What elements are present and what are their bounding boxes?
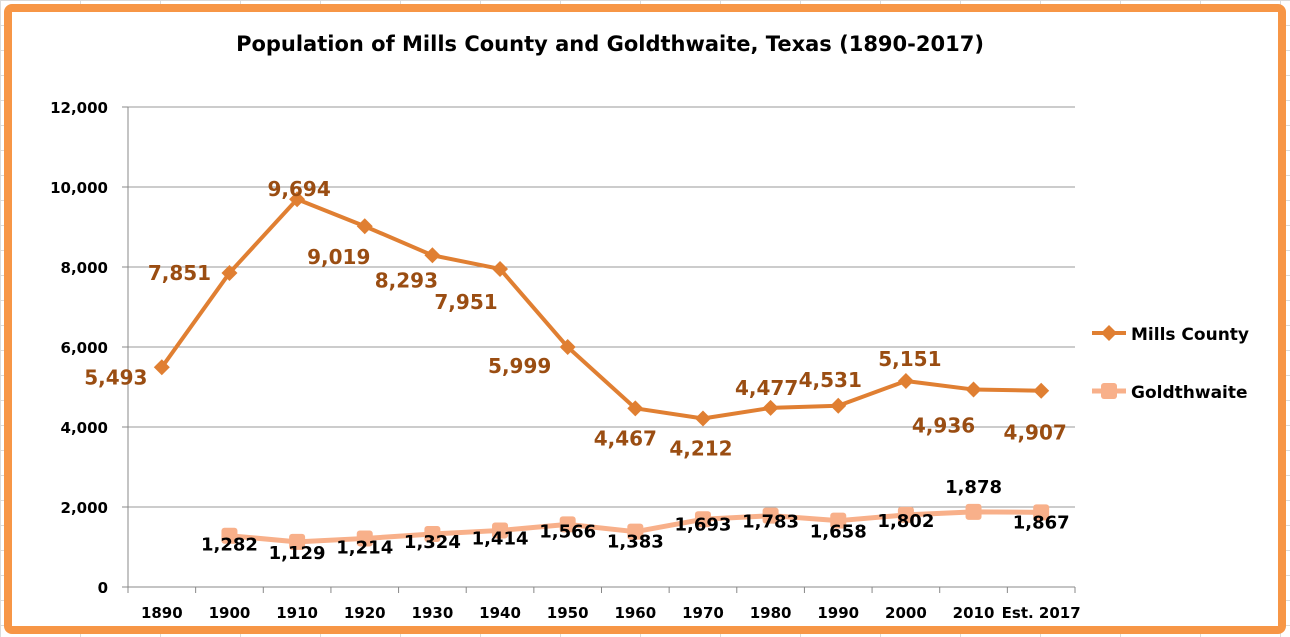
data-label: 9,019 <box>307 245 370 269</box>
data-point-diamond <box>762 399 779 416</box>
data-point-square <box>762 507 779 524</box>
data-label: 1,867 <box>1013 512 1070 533</box>
x-tick-label: 1960 <box>614 604 656 622</box>
x-tick-label: 2000 <box>885 604 927 622</box>
data-point-square <box>830 512 847 529</box>
data-point-diamond <box>1033 382 1050 399</box>
y-tick-label: 0 <box>98 579 108 597</box>
data-point-diamond <box>830 397 847 414</box>
data-point-square <box>356 530 373 547</box>
data-label: 5,493 <box>84 365 147 389</box>
x-tick-label: 2010 <box>953 604 995 622</box>
series-line-mills-county <box>160 197 1042 421</box>
x-tick-label: Est. 2017 <box>1002 604 1081 622</box>
data-point-diamond <box>559 339 576 356</box>
data-label: 7,951 <box>434 290 497 314</box>
y-tick-label: 4,000 <box>61 419 108 437</box>
data-point-square <box>289 533 306 550</box>
x-tick-label: 1940 <box>479 604 521 622</box>
data-label: 1,383 <box>607 532 664 553</box>
data-label: 1,658 <box>810 522 867 543</box>
legend-diamond-icon <box>1101 325 1117 341</box>
data-label: 1,324 <box>404 532 461 553</box>
data-label: 1,783 <box>742 512 799 533</box>
data-label: 1,878 <box>945 477 1002 498</box>
x-tick-label: 1970 <box>682 604 724 622</box>
data-label: 1,214 <box>336 537 393 558</box>
data-point-square <box>965 503 982 520</box>
y-tick-label: 6,000 <box>61 339 108 357</box>
data-label: 7,851 <box>148 261 211 285</box>
data-label: 5,999 <box>488 354 551 378</box>
y-tick-label: 10,000 <box>50 179 108 197</box>
data-label: 8,293 <box>375 268 438 292</box>
x-tick-label: 1890 <box>141 604 183 622</box>
data-point-diamond <box>965 381 982 398</box>
data-point-diamond <box>897 372 914 389</box>
legend-square-icon <box>1101 383 1117 399</box>
legend-label: Mills County <box>1131 325 1249 345</box>
data-label: 1,802 <box>877 511 934 532</box>
data-label: 4,531 <box>799 368 862 392</box>
x-tick-label: 1910 <box>276 604 318 622</box>
data-point-diamond <box>221 264 238 281</box>
data-point-square <box>1033 504 1050 521</box>
data-point-square <box>221 527 238 544</box>
legend-label: Goldthwaite <box>1131 383 1248 403</box>
chart-title: Population of Mills County and Goldthwai… <box>236 32 984 56</box>
data-label: 1,414 <box>472 528 529 549</box>
data-point-diamond <box>424 247 441 264</box>
data-label: 9,694 <box>267 177 330 201</box>
x-tick-label: 1920 <box>344 604 386 622</box>
data-label: 4,907 <box>1004 421 1067 445</box>
data-label: 4,477 <box>735 376 798 400</box>
data-point-diamond <box>492 260 509 277</box>
data-label: 4,936 <box>912 414 975 438</box>
data-point-square <box>694 511 711 528</box>
data-point-square <box>627 523 644 540</box>
data-label: 5,151 <box>878 347 941 371</box>
data-label: 4,212 <box>669 437 732 461</box>
x-tick-label: 1950 <box>547 604 589 622</box>
x-tick-label: 1900 <box>209 604 251 622</box>
x-tick-label: 1980 <box>750 604 792 622</box>
data-point-diamond <box>627 400 644 417</box>
data-label: 1,566 <box>539 521 596 542</box>
data-label: 1,693 <box>674 514 731 535</box>
y-tick-label: 12,000 <box>50 99 108 117</box>
data-label: 4,467 <box>594 426 657 450</box>
data-point-diamond <box>289 191 306 208</box>
y-tick-label: 8,000 <box>61 259 108 277</box>
data-point-square <box>424 526 441 543</box>
data-point-square <box>492 522 509 539</box>
data-point-square <box>897 506 914 523</box>
data-point-diamond <box>694 410 711 427</box>
data-label: 1,129 <box>269 543 326 564</box>
data-point-square <box>559 516 576 533</box>
y-tick-label: 2,000 <box>61 499 108 517</box>
data-point-diamond <box>356 218 373 235</box>
x-tick-label: 1930 <box>412 604 454 622</box>
data-point-diamond <box>153 359 170 376</box>
data-label: 1,282 <box>201 535 258 556</box>
x-tick-label: 1990 <box>817 604 859 622</box>
